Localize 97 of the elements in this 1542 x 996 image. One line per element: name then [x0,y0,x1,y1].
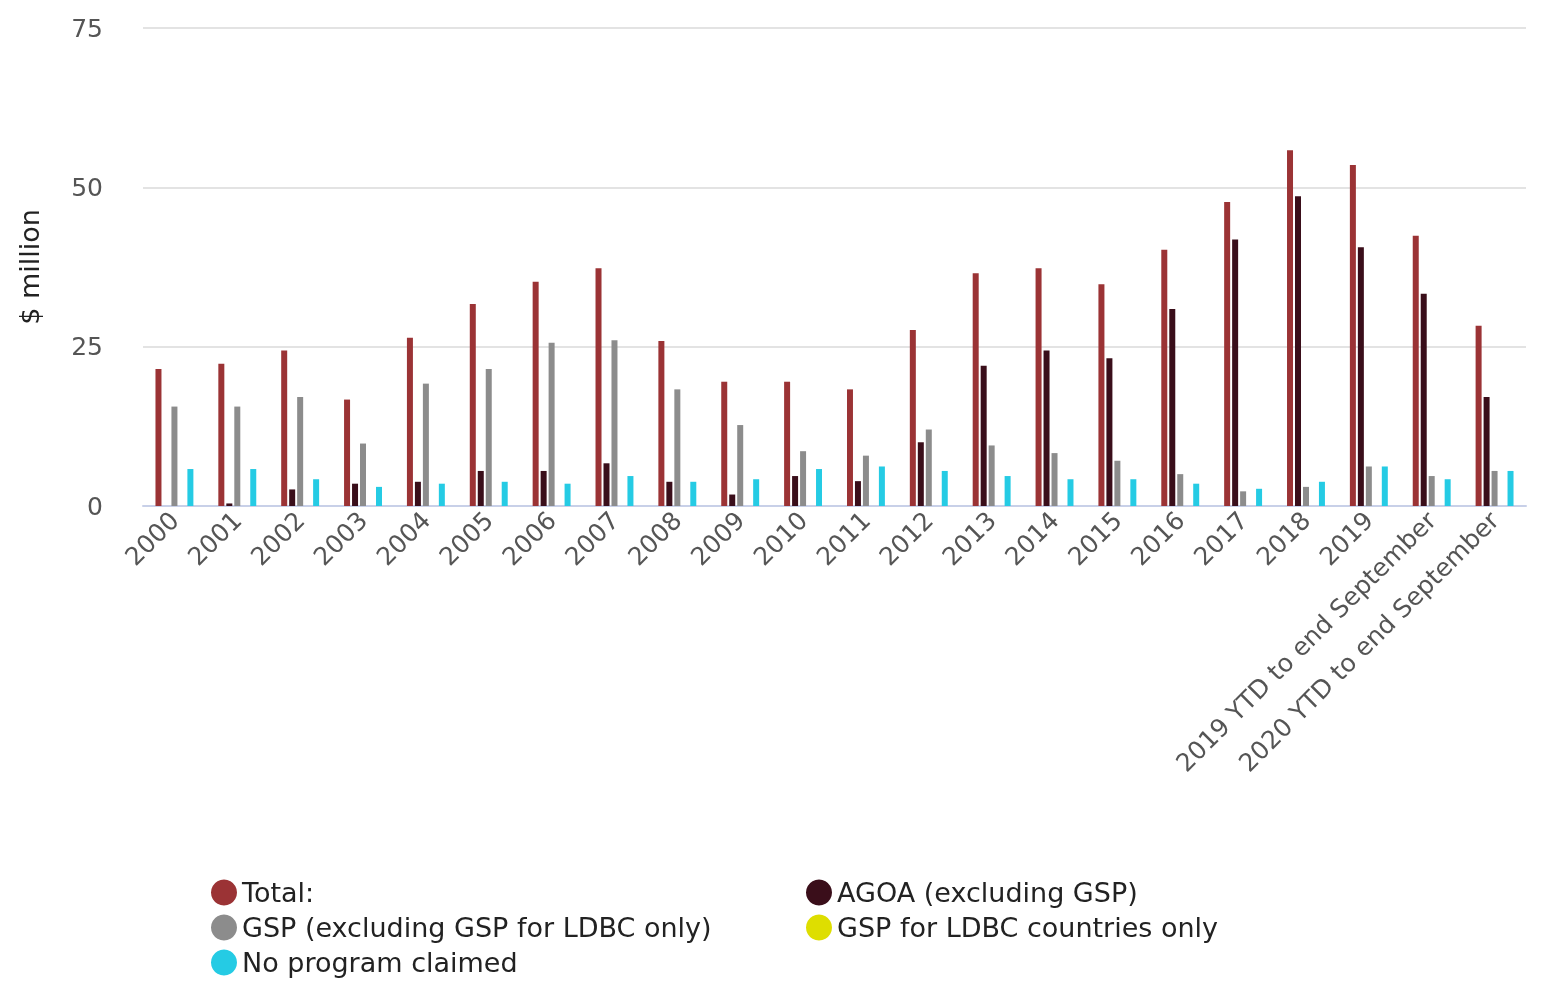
bar [564,483,571,506]
bar [784,381,791,506]
bar [469,303,476,506]
bar [941,470,948,506]
bar [540,470,547,506]
bar [1114,460,1121,506]
bar [862,455,869,506]
bar [1098,284,1105,506]
bar [1357,247,1364,506]
bar [406,337,413,506]
bar [171,406,178,506]
bar [737,425,744,506]
bar [917,442,924,506]
bar [854,481,861,506]
bar [1287,150,1294,506]
bar [532,281,539,506]
bar [1193,483,1200,506]
legend-label: Total: [241,877,315,908]
bar [1169,309,1176,506]
bar [1318,481,1325,506]
bar [729,494,736,506]
bar [1507,470,1514,506]
bar [313,479,320,506]
bar [477,470,484,506]
legend-label: GSP (excluding GSP for LDBC only) [242,912,712,943]
bar [187,469,194,506]
legend-label: AGOA (excluding GSP) [837,877,1138,908]
bar [1161,249,1168,506]
y-tick-label: 50 [71,172,103,202]
bar [1067,479,1074,506]
bar [344,399,351,506]
y-axis-title: $ million [14,209,45,325]
bar [1232,239,1239,506]
bar [289,489,296,506]
bar [666,481,673,506]
bar [1240,491,1247,506]
bar [816,469,823,506]
bar [980,365,987,506]
bar [1491,470,1498,506]
bar [792,476,799,506]
bar [218,363,225,506]
bar [1381,466,1388,506]
bar [548,342,555,506]
bar [1004,476,1011,506]
bar [595,268,602,506]
bar [485,368,492,506]
bar [352,483,359,506]
bar [501,481,508,506]
bar [627,476,634,506]
bar [1483,397,1490,506]
bar [234,406,241,506]
bar [878,466,885,506]
bar [375,486,382,506]
bar [1302,486,1309,506]
bar [1106,358,1113,506]
bar [988,445,995,506]
bar [1256,488,1263,506]
legend-label: No program claimed [242,947,518,978]
bar [658,340,665,506]
bar [611,340,618,506]
bar [721,381,728,506]
bar [1428,476,1435,506]
bar [1177,474,1184,506]
bar [909,330,916,506]
bar [846,389,853,506]
bar [972,273,979,506]
bar [753,479,760,506]
bar [1224,201,1231,506]
bar [690,481,697,506]
bar [155,368,162,506]
bar [800,451,807,506]
bar [1444,479,1451,506]
bar [414,481,421,506]
bar [438,483,445,506]
bar [925,429,932,506]
bar [1130,479,1137,506]
bar [1051,453,1058,506]
bar [1043,350,1050,506]
bar [1475,325,1482,506]
bar [1035,268,1042,506]
bar [297,397,304,506]
y-tick-label: 25 [71,332,103,362]
bar [603,463,610,506]
bar [1420,293,1427,506]
bar [1365,466,1372,506]
bar [674,389,681,506]
legend-label: GSP for LDBC countries only [837,912,1219,943]
bar [226,503,233,506]
y-tick-label: 75 [71,13,103,43]
bar [1349,165,1356,506]
bar [360,443,367,506]
y-tick-label: 0 [87,491,103,521]
bar [422,383,429,506]
bar [1412,235,1419,506]
bar [250,469,257,506]
bar [1295,196,1301,506]
bar [281,350,288,506]
